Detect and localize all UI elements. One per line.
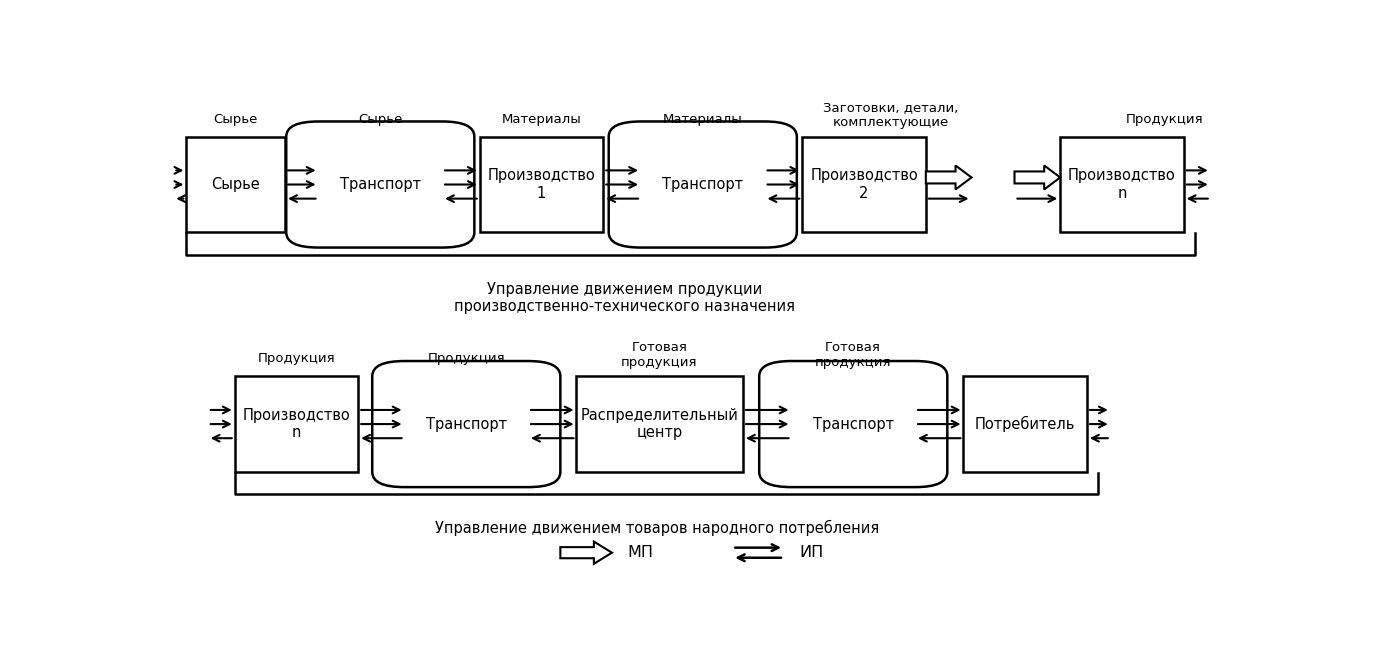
FancyBboxPatch shape <box>286 121 474 248</box>
FancyBboxPatch shape <box>964 376 1087 472</box>
Polygon shape <box>560 542 612 564</box>
FancyBboxPatch shape <box>186 137 286 233</box>
Text: Управление движением товаров народного потребления: Управление движением товаров народного п… <box>436 519 879 536</box>
Text: Производство
n: Производство n <box>243 408 351 440</box>
FancyBboxPatch shape <box>759 361 947 487</box>
Polygon shape <box>925 166 971 189</box>
FancyBboxPatch shape <box>609 121 796 248</box>
FancyBboxPatch shape <box>802 137 925 233</box>
Text: Транспорт: Транспорт <box>813 417 893 432</box>
Text: Готовая
продукция: Готовая продукция <box>621 341 698 369</box>
FancyBboxPatch shape <box>480 137 603 233</box>
Text: Транспорт: Транспорт <box>340 177 420 192</box>
Polygon shape <box>1014 166 1060 189</box>
Text: Продукция: Продукция <box>258 352 336 365</box>
Text: Производство
1: Производство 1 <box>488 168 595 200</box>
Text: Управление движением продукции
производственно-технического назначения: Управление движением продукции производс… <box>455 282 795 314</box>
FancyBboxPatch shape <box>1060 137 1183 233</box>
Text: Потребитель: Потребитель <box>975 416 1075 432</box>
Text: Продукция: Продукция <box>427 352 505 365</box>
FancyBboxPatch shape <box>372 361 560 487</box>
Text: Материалы: Материалы <box>663 113 742 126</box>
Text: Сырье: Сырье <box>214 113 258 126</box>
Text: Сырье: Сырье <box>211 177 261 192</box>
Text: Готовая
продукция: Готовая продукция <box>814 341 890 369</box>
FancyBboxPatch shape <box>577 376 743 472</box>
Text: МП: МП <box>627 545 653 560</box>
Text: Производство
2: Производство 2 <box>810 168 918 200</box>
Text: Транспорт: Транспорт <box>662 177 743 192</box>
Text: Сырье: Сырье <box>358 113 402 126</box>
FancyBboxPatch shape <box>234 376 358 472</box>
Text: Производство
n: Производство n <box>1068 168 1176 200</box>
Text: ИП: ИП <box>799 545 824 560</box>
Text: Продукция: Продукция <box>1126 113 1204 126</box>
Text: Материалы: Материалы <box>502 113 581 126</box>
Text: Транспорт: Транспорт <box>426 417 506 432</box>
Text: Распределительный
центр: Распределительный центр <box>581 408 739 440</box>
Text: Заготовки, детали,
комплектующие: Заготовки, детали, комплектующие <box>824 101 958 129</box>
